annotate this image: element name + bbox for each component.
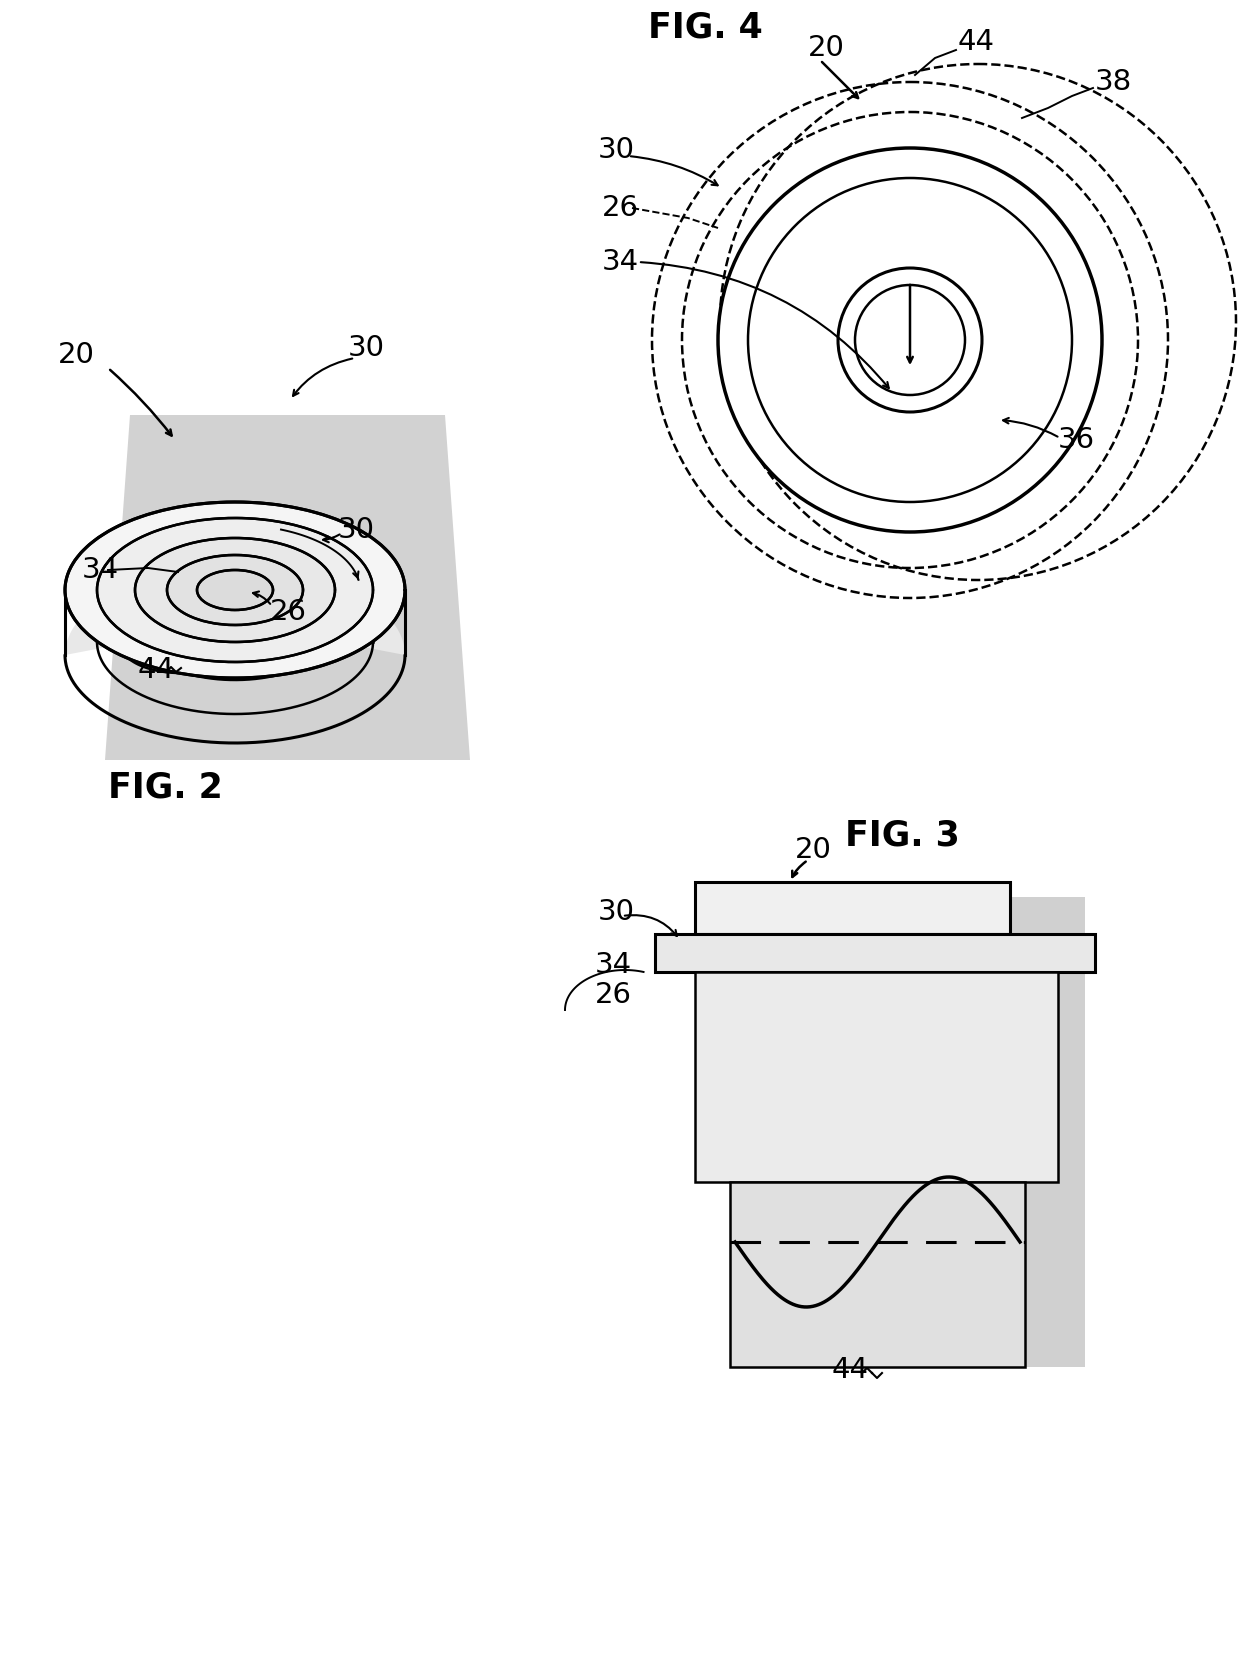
Ellipse shape <box>167 556 303 625</box>
Text: 44: 44 <box>138 655 175 684</box>
Circle shape <box>748 178 1073 503</box>
Text: 20: 20 <box>808 33 844 61</box>
Text: 30: 30 <box>348 333 384 362</box>
Text: 38: 38 <box>1095 68 1132 96</box>
Text: 26: 26 <box>270 597 308 625</box>
Polygon shape <box>197 571 273 607</box>
Polygon shape <box>760 898 1085 1367</box>
Text: 36: 36 <box>1058 426 1095 455</box>
Polygon shape <box>64 503 405 655</box>
Circle shape <box>838 269 982 411</box>
FancyBboxPatch shape <box>694 972 1058 1181</box>
Ellipse shape <box>197 571 273 611</box>
Text: FIG. 4: FIG. 4 <box>649 12 763 45</box>
Text: 26: 26 <box>601 194 639 222</box>
Text: FIG. 3: FIG. 3 <box>844 818 960 853</box>
Text: FIG. 2: FIG. 2 <box>108 771 223 805</box>
Text: 20: 20 <box>58 342 95 368</box>
Text: 30: 30 <box>598 898 635 926</box>
Circle shape <box>718 148 1102 533</box>
Text: 30: 30 <box>339 516 374 544</box>
Text: 26: 26 <box>595 980 632 1009</box>
Ellipse shape <box>135 538 335 642</box>
Polygon shape <box>97 518 373 642</box>
Text: 44: 44 <box>832 1355 869 1384</box>
Text: 34: 34 <box>595 951 632 979</box>
Text: 34: 34 <box>82 556 119 584</box>
Text: 34: 34 <box>601 247 639 275</box>
Text: 30: 30 <box>598 136 635 164</box>
Text: 20: 20 <box>795 836 832 864</box>
FancyBboxPatch shape <box>730 1181 1025 1367</box>
Ellipse shape <box>97 518 373 662</box>
Text: 44: 44 <box>959 28 994 56</box>
FancyBboxPatch shape <box>694 883 1011 934</box>
Polygon shape <box>135 538 335 629</box>
Ellipse shape <box>64 503 405 679</box>
Circle shape <box>856 285 965 395</box>
Polygon shape <box>167 556 303 619</box>
Polygon shape <box>105 415 470 760</box>
FancyBboxPatch shape <box>655 934 1095 972</box>
